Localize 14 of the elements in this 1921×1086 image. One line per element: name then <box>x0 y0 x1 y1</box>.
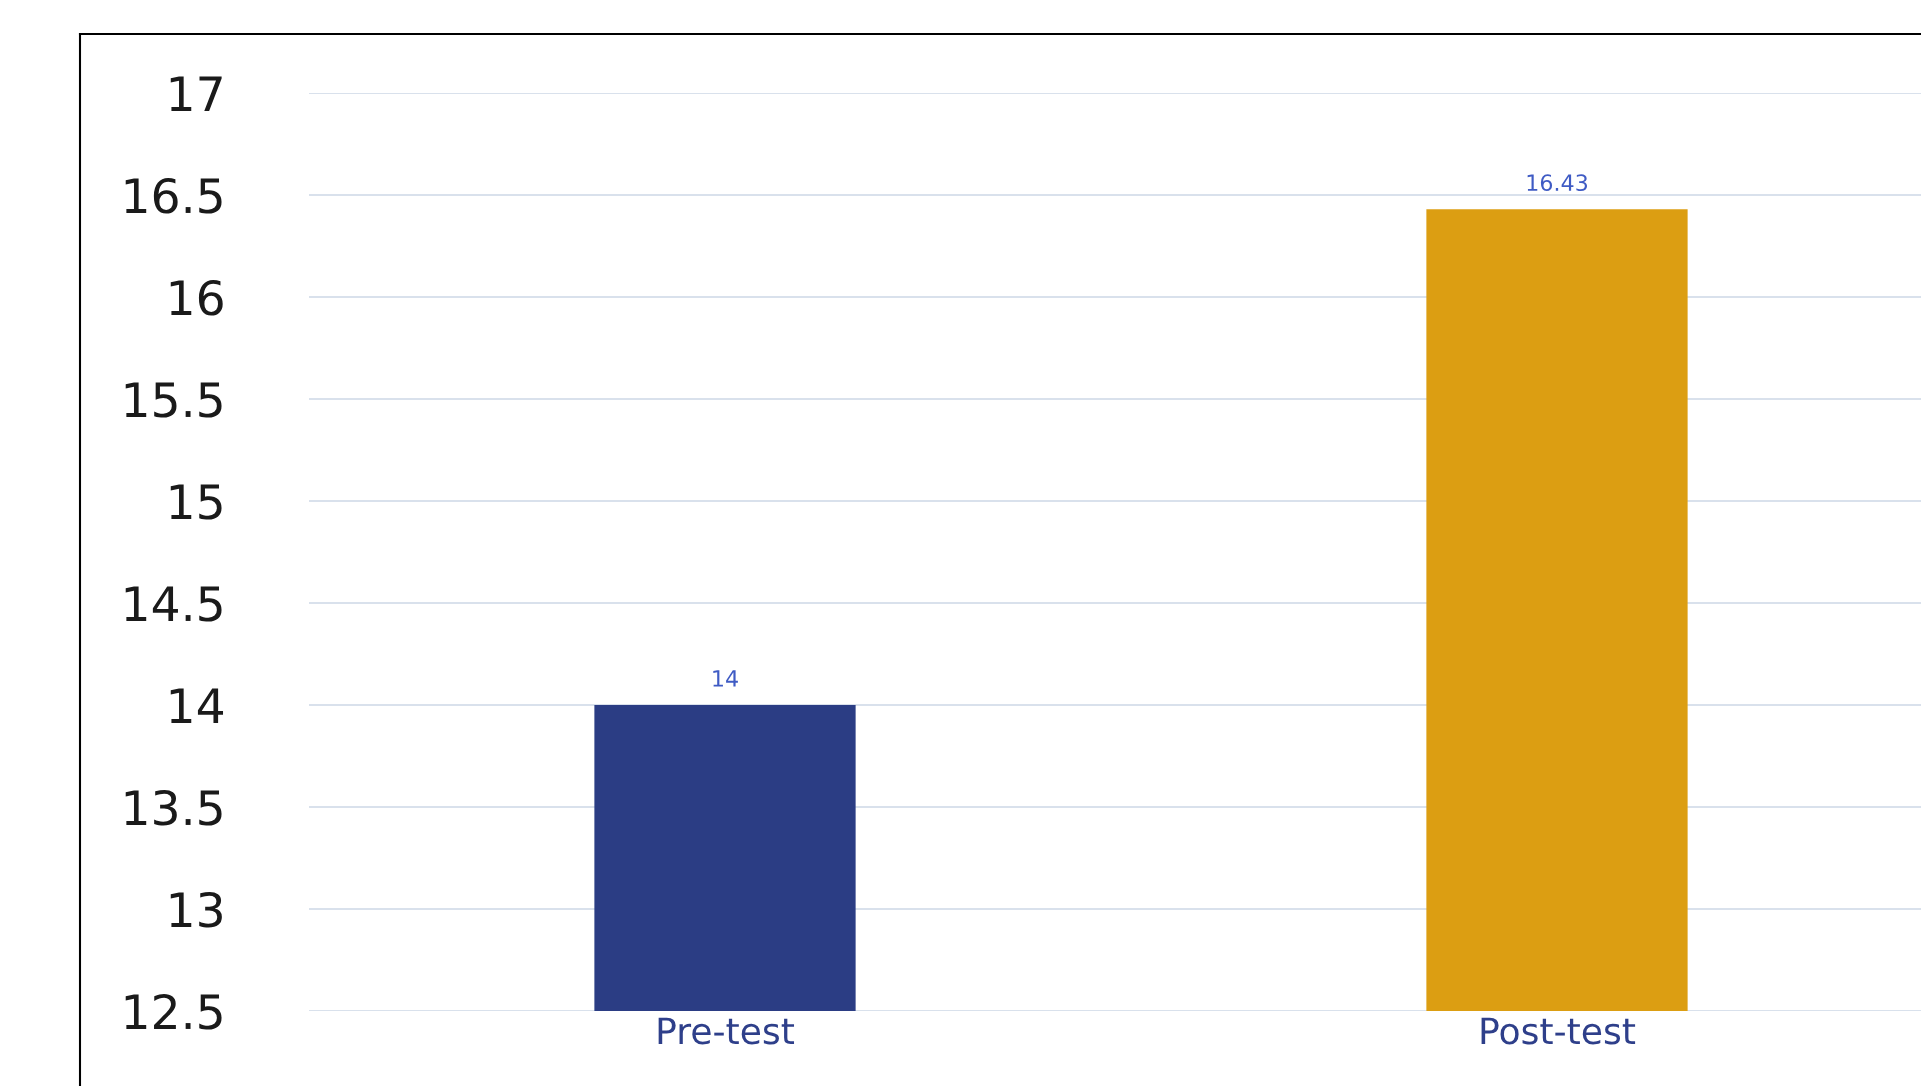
y-tick-label: 14.5 <box>125 586 222 622</box>
y-tick-label: 15 <box>170 484 222 520</box>
y-tick-label: 15.5 <box>125 382 222 418</box>
y-tick-label: 14 <box>170 688 224 723</box>
y-tick-label: 12.5 <box>125 993 222 1030</box>
x-tick-label: Pre-test <box>658 1017 795 1045</box>
y-tick-label: 13.5 <box>125 789 222 826</box>
y-tick-label: 13 <box>170 891 222 928</box>
data-label: 14 <box>713 670 738 687</box>
y-tick-label: 16.5 <box>125 177 222 214</box>
y-tick-label: 16 <box>170 279 223 316</box>
y-tick-label: 17 <box>170 76 222 111</box>
x-tick-label: Post-test <box>1481 1017 1636 1045</box>
data-label: 16.43 <box>1527 174 1588 192</box>
